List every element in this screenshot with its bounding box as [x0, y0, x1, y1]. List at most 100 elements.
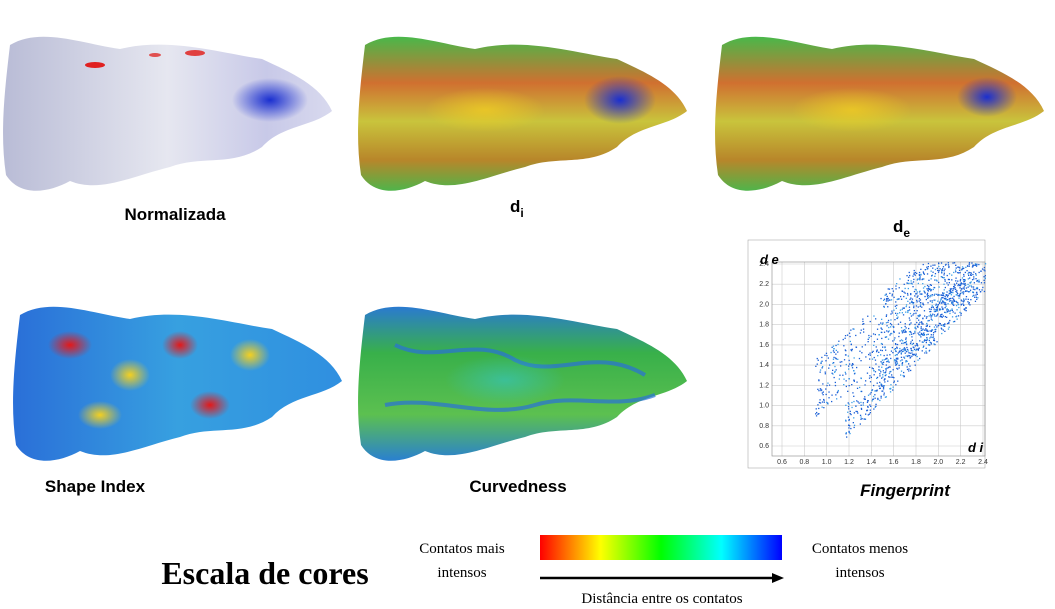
scatter-dot	[974, 289, 975, 290]
scatter-dot	[836, 369, 837, 370]
scatter-dot	[973, 265, 974, 266]
scatter-dot	[946, 317, 947, 318]
scatter-dot	[934, 295, 935, 296]
scatter-dot	[885, 295, 886, 296]
scatter-dot	[938, 282, 939, 283]
scatter-dot	[908, 370, 909, 371]
scatter-dot	[944, 273, 945, 274]
scatter-dot	[944, 279, 945, 280]
scatter-dot	[924, 310, 925, 311]
scatter-dot	[869, 337, 870, 338]
scatter-dot	[895, 285, 896, 286]
scatter-dot	[901, 343, 902, 344]
scatter-dot	[952, 300, 953, 301]
scatter-dot	[862, 321, 863, 322]
scatter-dot	[880, 350, 881, 351]
scatter-dot	[945, 316, 946, 317]
scatter-dot	[826, 394, 827, 395]
scatter-dot	[975, 273, 976, 274]
scatter-dot	[816, 415, 817, 416]
scatter-dot	[886, 330, 887, 331]
scatter-dot	[955, 265, 956, 266]
scatter-dot	[985, 278, 986, 279]
scatter-dot	[832, 373, 833, 374]
scatter-dot	[897, 299, 898, 300]
scatter-dot	[936, 307, 937, 308]
scatter-dot	[943, 295, 944, 296]
scatter-dot	[889, 373, 890, 374]
scatter-dot	[930, 336, 931, 337]
scatter-dot	[872, 399, 873, 400]
scatter-dot	[826, 402, 827, 403]
scatter-dot	[949, 313, 950, 314]
scatter-dot	[824, 402, 825, 403]
scatter-dot	[913, 274, 914, 275]
scatter-dot	[926, 334, 927, 335]
scatter-dot	[944, 269, 945, 270]
scatter-dot	[832, 347, 833, 348]
scatter-dot	[916, 322, 917, 323]
scatter-dot	[892, 312, 893, 313]
scatter-dot	[981, 289, 982, 290]
scatter-dot	[896, 318, 897, 319]
scatter-dot	[876, 351, 877, 352]
scatter-dot	[934, 311, 935, 312]
scatter-dot	[818, 360, 819, 361]
scatter-dot	[934, 316, 935, 317]
scatter-dot	[909, 324, 910, 325]
scatter-dot	[889, 371, 890, 372]
scatter-dot	[881, 343, 882, 344]
scatter-dot	[914, 331, 915, 332]
scatter-dot	[984, 267, 985, 268]
scatter-dot	[934, 338, 935, 339]
scatter-dot	[928, 297, 929, 298]
scatter-dot	[885, 368, 886, 369]
scatter-dot	[939, 294, 940, 295]
scatter-dot	[895, 301, 896, 302]
scatter-dot	[893, 310, 894, 311]
scatter-dot	[825, 373, 826, 374]
scatter-dot	[849, 432, 850, 433]
scatter-dot	[947, 323, 948, 324]
scatter-dot	[896, 315, 897, 316]
scatter-dot	[966, 310, 967, 311]
scatter-dot	[897, 344, 898, 345]
scatter-dot	[906, 275, 907, 276]
scatter-dot	[944, 302, 945, 303]
scatter-dot	[947, 296, 948, 297]
scatter-dot	[935, 269, 936, 270]
scatter-dot	[969, 266, 970, 267]
scatter-dot	[893, 382, 894, 383]
scatter-dot	[896, 283, 897, 284]
scatter-dot	[888, 298, 889, 299]
scatter-dot	[894, 349, 895, 350]
scatter-dot	[969, 304, 970, 305]
scatter-dot	[928, 286, 929, 287]
scatter-dot	[935, 305, 936, 306]
scatter-dot	[864, 418, 865, 419]
scatter-dot	[884, 379, 885, 380]
scatter-dot	[888, 320, 889, 321]
scatter-dot	[920, 274, 921, 275]
scatter-dot	[929, 350, 930, 351]
scatter-dot	[980, 291, 981, 292]
scatter-dot	[911, 348, 912, 349]
scatter-dot	[932, 265, 933, 266]
scatter-dot	[947, 275, 948, 276]
scatter-dot	[879, 334, 880, 335]
scatter-dot	[896, 364, 897, 365]
scatter-dot	[913, 307, 914, 308]
scatter-dot	[982, 287, 983, 288]
label-sub: e	[903, 226, 910, 240]
scatter-dot	[903, 375, 904, 376]
scatter-dot	[931, 271, 932, 272]
scatter-dot	[913, 333, 914, 334]
scatter-dot	[976, 275, 977, 276]
scatter-dot	[876, 390, 877, 391]
scatter-dot	[908, 288, 909, 289]
scatter-dot	[822, 407, 823, 408]
scatter-dot	[923, 335, 924, 336]
scatter-dot	[892, 340, 893, 341]
scatter-dot	[934, 300, 935, 301]
scatter-dot	[941, 325, 942, 326]
